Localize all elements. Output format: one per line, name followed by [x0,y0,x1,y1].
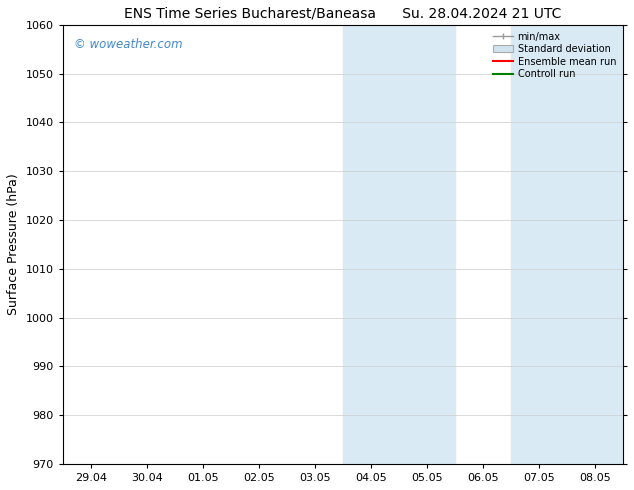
Title: ENS Time Series Bucharest/Baneasa      Su. 28.04.2024 21 UTC: ENS Time Series Bucharest/Baneasa Su. 28… [124,7,562,21]
Text: © woweather.com: © woweather.com [74,38,183,51]
Legend: min/max, Standard deviation, Ensemble mean run, Controll run: min/max, Standard deviation, Ensemble me… [491,30,618,81]
Bar [343,25,455,464]
Y-axis label: Surface Pressure (hPa): Surface Pressure (hPa) [7,173,20,316]
Bar [511,25,623,464]
